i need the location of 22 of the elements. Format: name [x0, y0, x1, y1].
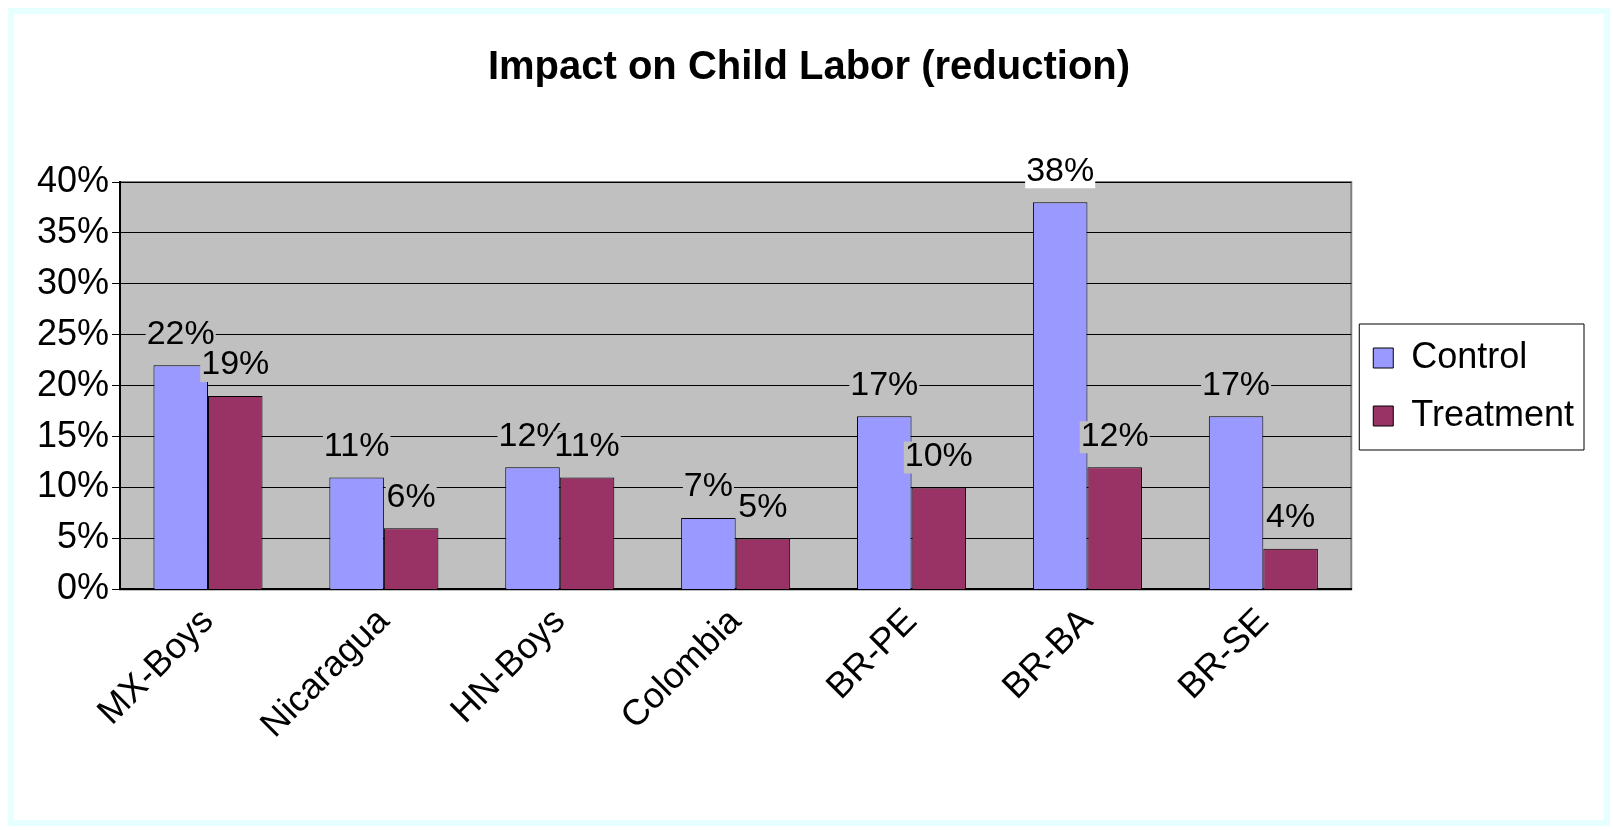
legend-label: Treatment [1411, 392, 1575, 434]
y-tick-label: 40% [36, 158, 110, 200]
data-label: 10% [904, 434, 973, 473]
legend-label: Control [1411, 334, 1528, 376]
data-label: 5% [738, 485, 788, 524]
data-label: 11% [323, 424, 390, 463]
y-tick-label: 35% [36, 209, 110, 251]
y-tick-label: 20% [36, 362, 110, 404]
data-label: 17% [850, 363, 919, 402]
y-tick-label: 25% [36, 311, 110, 353]
data-label: 6% [386, 475, 436, 514]
data-label: 7% [683, 465, 733, 504]
data-label: 38% [1026, 149, 1095, 188]
y-tick-label: 10% [36, 464, 110, 506]
data-label: 17% [1202, 363, 1271, 402]
y-tick-label: 5% [57, 515, 110, 557]
data-label: 4% [1266, 496, 1316, 535]
data-label: 12% [1080, 414, 1149, 453]
chart-title: Impact on Child Labor (reduction) [487, 43, 1131, 88]
y-tick-label: 15% [36, 413, 110, 455]
y-tick-label: 30% [36, 260, 110, 302]
y-tick-label: 0% [57, 566, 110, 608]
